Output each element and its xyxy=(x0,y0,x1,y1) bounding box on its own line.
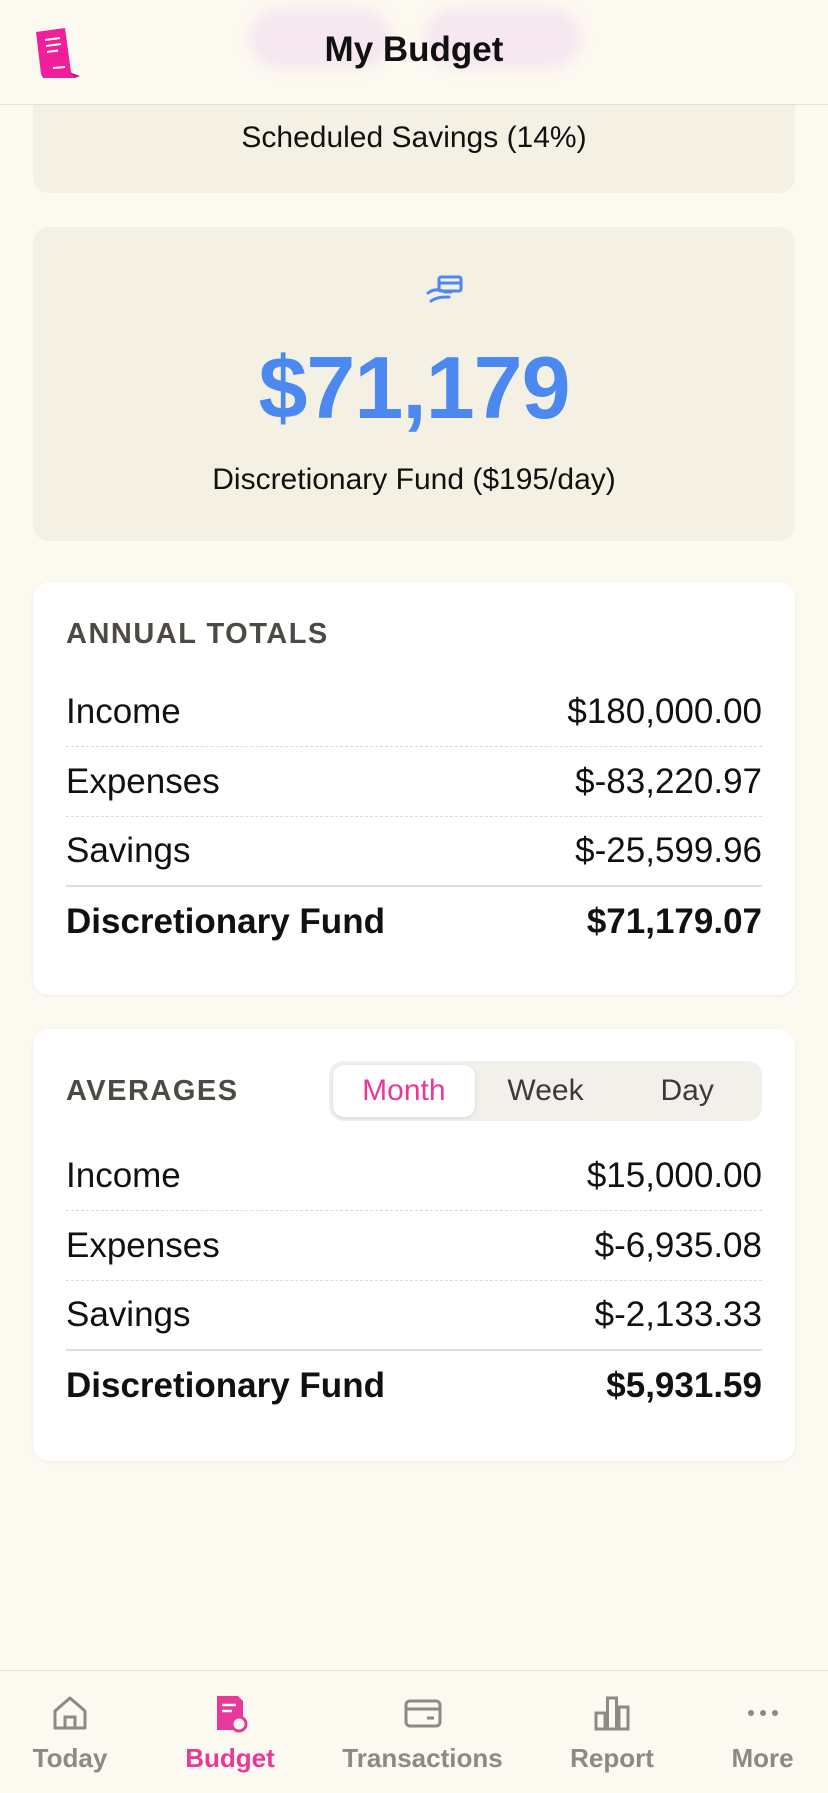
row-value: $-83,220.97 xyxy=(575,761,762,801)
row-label: Discretionary Fund xyxy=(66,902,385,941)
average-row-discretionary-total: Discretionary Fund $5,931.59 xyxy=(66,1351,762,1421)
bottom-tab-bar: Today Budget Transactions Report xyxy=(0,1670,828,1792)
home-icon xyxy=(53,1696,87,1730)
tab-report[interactable]: Report xyxy=(562,1671,662,1793)
app-header: My Budget xyxy=(0,0,828,105)
header-decoration xyxy=(250,8,390,68)
discretionary-amount: $71,179 xyxy=(258,338,570,437)
average-row-income: Income $15,000.00 xyxy=(66,1141,762,1211)
row-label: Income xyxy=(66,691,181,731)
scheduled-savings-label: Scheduled Savings (14%) xyxy=(241,121,587,154)
hand-with-money-icon xyxy=(426,275,463,303)
annual-row-expenses: Expenses $-83,220.97 xyxy=(66,747,762,817)
period-week-tab[interactable]: Week xyxy=(507,1074,584,1107)
averages-list: Income $15,000.00 Expenses $-6,935.08 Sa… xyxy=(66,1141,762,1421)
annual-totals-title: ANNUAL TOTALS xyxy=(66,618,329,650)
period-day-tab[interactable]: Day xyxy=(660,1074,714,1107)
row-value: $-2,133.33 xyxy=(594,1295,762,1334)
annual-row-income: Income $180,000.00 xyxy=(66,677,762,747)
row-value: $-25,599.96 xyxy=(575,831,762,870)
budget-icon xyxy=(217,1696,248,1733)
page-title: My Budget xyxy=(324,30,504,69)
row-value: $71,179.07 xyxy=(586,902,762,941)
annual-row-savings: Savings $-25,599.96 xyxy=(66,817,762,887)
tab-budget[interactable]: Budget xyxy=(175,1671,285,1793)
period-month-tab[interactable]: Month xyxy=(333,1065,475,1117)
annual-totals-list: Income $180,000.00 Expenses $-83,220.97 … xyxy=(66,677,762,957)
average-row-savings: Savings $-2,133.33 xyxy=(66,1281,762,1351)
row-label: Expenses xyxy=(66,761,220,801)
receipt-logo-icon[interactable] xyxy=(33,26,83,80)
discretionary-fund-card: $71,179 Discretionary Fund ($195/day) xyxy=(33,227,795,541)
tab-transactions[interactable]: Transactions xyxy=(340,1671,505,1793)
averages-card: AVERAGES Month Week Day Income $15,000.0… xyxy=(33,1029,795,1461)
row-label: Savings xyxy=(66,831,191,870)
row-value: $5,931.59 xyxy=(606,1366,762,1405)
row-label: Expenses xyxy=(66,1225,220,1265)
row-value: $180,000.00 xyxy=(567,691,762,731)
bar-chart-icon xyxy=(594,1696,630,1731)
row-label: Income xyxy=(66,1155,181,1195)
tab-more[interactable]: More xyxy=(715,1671,810,1793)
tab-today[interactable]: Today xyxy=(20,1671,120,1793)
more-icon xyxy=(747,1710,778,1716)
annual-row-discretionary-total: Discretionary Fund $71,179.07 xyxy=(66,887,762,957)
row-value: $-6,935.08 xyxy=(594,1225,762,1265)
discretionary-caption: Discretionary Fund ($195/day) xyxy=(212,463,616,496)
row-value: $15,000.00 xyxy=(586,1155,762,1195)
tab-label: Transactions xyxy=(342,1743,503,1773)
averages-title: AVERAGES xyxy=(66,1075,239,1107)
row-label: Savings xyxy=(66,1295,191,1334)
tab-label: Report xyxy=(570,1743,654,1773)
tab-label: Budget xyxy=(185,1743,275,1773)
row-label: Discretionary Fund xyxy=(66,1366,385,1405)
card-icon xyxy=(404,1699,441,1728)
tab-label: More xyxy=(731,1743,794,1773)
period-segmented-control: Month Week Day xyxy=(329,1061,762,1121)
average-row-expenses: Expenses $-6,935.08 xyxy=(66,1211,762,1281)
header-decoration xyxy=(425,8,580,68)
tab-label: Today xyxy=(32,1743,108,1773)
annual-totals-card: ANNUAL TOTALS Income $180,000.00 Expense… xyxy=(33,582,795,995)
